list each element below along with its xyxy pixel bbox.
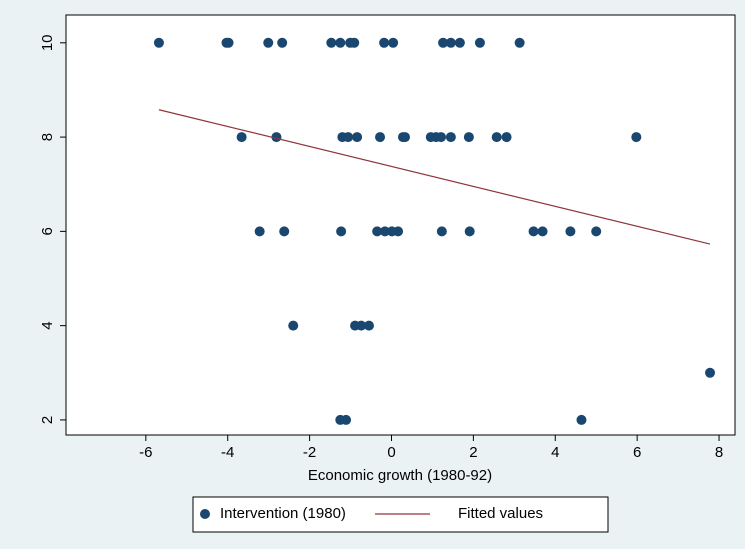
y-tick-label: 2 — [39, 416, 56, 424]
point — [705, 367, 716, 378]
point — [464, 226, 475, 237]
point — [438, 37, 449, 48]
legend-marker — [200, 509, 210, 519]
legend-label: Intervention (1980) — [220, 505, 346, 522]
point — [436, 226, 447, 237]
point — [236, 132, 247, 143]
x-tick-label: -4 — [221, 444, 234, 461]
legend-label: Fitted values — [458, 505, 543, 522]
point — [279, 226, 290, 237]
point — [591, 226, 602, 237]
point — [349, 37, 360, 48]
point — [341, 414, 352, 425]
point — [576, 414, 587, 425]
point — [388, 37, 399, 48]
point — [514, 37, 525, 48]
point — [379, 37, 390, 48]
fitted-line — [158, 109, 711, 245]
point — [631, 132, 642, 143]
plot-area — [65, 14, 736, 436]
point — [223, 37, 234, 48]
point — [254, 226, 265, 237]
point — [277, 37, 288, 48]
point — [445, 132, 456, 143]
point — [528, 226, 539, 237]
point — [336, 226, 347, 237]
point — [436, 132, 447, 143]
point — [372, 226, 383, 237]
point — [393, 226, 404, 237]
point — [375, 132, 386, 143]
point — [501, 132, 512, 143]
point — [356, 320, 367, 331]
x-tick-label: 2 — [469, 444, 477, 461]
point — [565, 226, 576, 237]
point — [474, 37, 485, 48]
x-tick-label: 0 — [387, 444, 395, 461]
x-tick-label: 4 — [551, 444, 559, 461]
point — [463, 132, 474, 143]
y-tick-label: 10 — [39, 34, 56, 51]
point — [379, 226, 390, 237]
y-tick-label: 8 — [39, 133, 56, 141]
point — [153, 37, 164, 48]
x-tick-label: -6 — [139, 444, 152, 461]
x-axis-title: Economic growth (1980-92) — [308, 467, 492, 484]
point — [343, 132, 354, 143]
point — [491, 132, 502, 143]
x-tick-label: 8 — [715, 444, 723, 461]
point — [445, 37, 456, 48]
point — [363, 320, 374, 331]
point — [454, 37, 465, 48]
point — [352, 132, 363, 143]
point — [326, 37, 337, 48]
point — [335, 37, 346, 48]
point — [288, 320, 299, 331]
point — [263, 37, 274, 48]
x-tick-label: 6 — [633, 444, 641, 461]
y-tick-label: 4 — [39, 321, 56, 329]
x-tick-label: -2 — [303, 444, 316, 461]
y-tick-label: 6 — [39, 227, 56, 235]
point — [537, 226, 548, 237]
point — [400, 132, 411, 143]
